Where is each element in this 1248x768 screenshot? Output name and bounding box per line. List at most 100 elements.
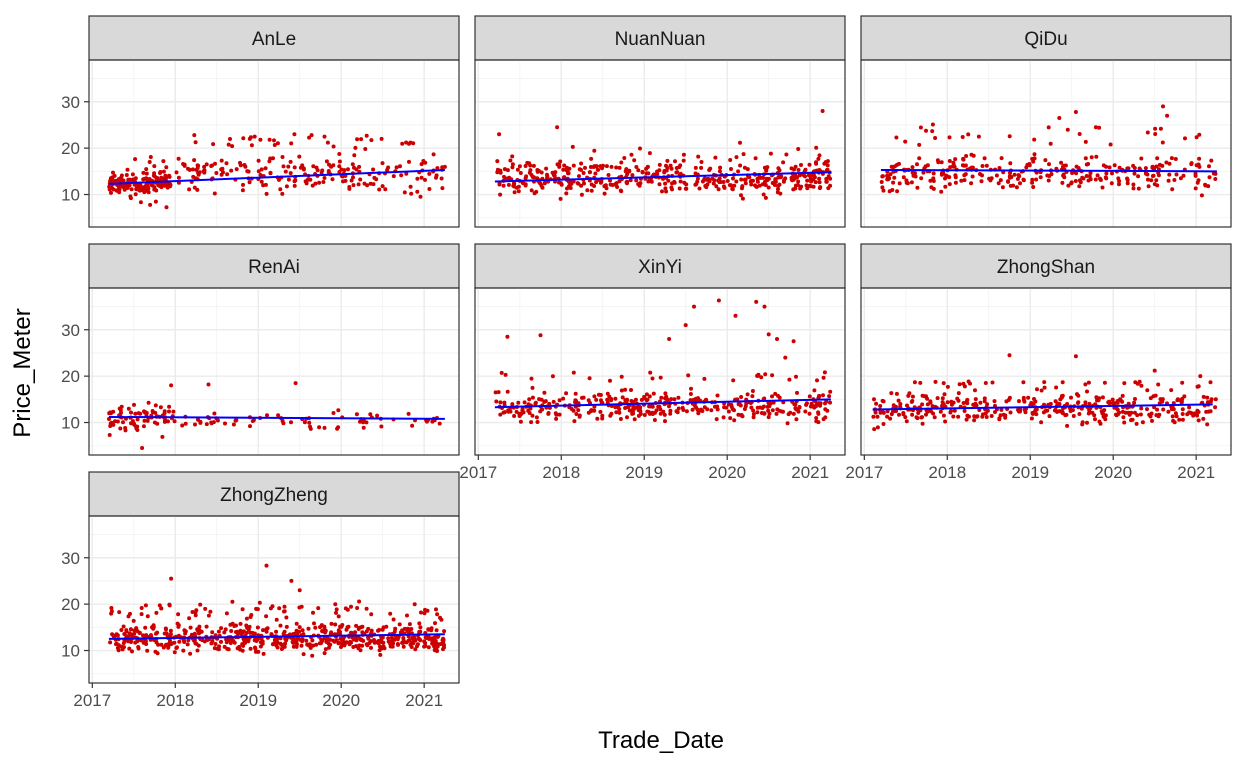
data-point: [567, 166, 572, 171]
data-point: [210, 163, 214, 168]
data-point: [1204, 409, 1209, 414]
data-point: [123, 426, 128, 430]
data-point: [608, 182, 613, 187]
data-point: [770, 373, 775, 378]
data-point: [583, 165, 587, 170]
data-point: [529, 420, 534, 425]
data-point: [1007, 134, 1012, 139]
data-point: [152, 174, 157, 179]
data-point: [579, 161, 584, 166]
data-point: [732, 183, 737, 188]
y-tick-label: 30: [61, 321, 80, 340]
data-point: [413, 638, 418, 643]
data-point: [1183, 136, 1187, 141]
data-point: [304, 638, 309, 643]
data-point: [955, 396, 960, 401]
data-point: [1117, 410, 1122, 415]
data-point: [557, 412, 562, 417]
data-point: [985, 408, 990, 413]
data-point: [823, 407, 828, 412]
data-point: [965, 401, 970, 406]
data-point: [334, 607, 339, 612]
data-point: [574, 412, 579, 416]
data-point: [888, 416, 893, 421]
data-point: [731, 378, 736, 383]
data-point: [588, 165, 593, 169]
data-point: [141, 424, 146, 429]
data-point: [918, 380, 923, 385]
data-point: [519, 411, 524, 416]
data-point: [415, 189, 420, 194]
data-point: [1065, 423, 1070, 428]
data-point: [347, 186, 352, 191]
data-point: [609, 164, 614, 169]
data-point: [571, 370, 576, 375]
data-point: [654, 408, 659, 413]
data-point: [148, 634, 153, 639]
data-point: [242, 163, 247, 167]
facet-strip: [474, 15, 846, 61]
data-point: [371, 182, 376, 187]
x-tick-label: 2020: [708, 463, 746, 482]
data-point: [1112, 163, 1117, 168]
data-point: [528, 163, 533, 168]
data-point: [963, 163, 968, 168]
data-point: [1008, 410, 1013, 415]
data-point: [530, 395, 535, 400]
data-point: [778, 191, 783, 196]
data-point: [1032, 152, 1037, 157]
data-point: [1114, 406, 1119, 411]
data-point: [1094, 395, 1099, 400]
trend-line: [108, 633, 445, 640]
data-point: [130, 649, 134, 654]
data-point: [1009, 175, 1014, 179]
data-point: [938, 409, 943, 414]
y-tick-label: 30: [61, 549, 80, 568]
data-point: [1065, 127, 1070, 132]
data-point: [662, 169, 667, 173]
data-point: [798, 186, 803, 191]
data-point: [284, 624, 289, 629]
data-point: [1047, 162, 1051, 167]
data-point: [1098, 176, 1102, 181]
data-point: [721, 415, 726, 420]
data-point: [1097, 125, 1102, 130]
data-point: [188, 625, 193, 630]
data-point: [121, 178, 126, 183]
data-point: [353, 145, 358, 150]
data-point: [962, 384, 967, 389]
data-point: [407, 159, 411, 164]
data-point: [434, 173, 439, 178]
data-point: [161, 159, 166, 164]
data-point: [796, 147, 801, 151]
data-point: [821, 393, 825, 398]
data-point: [738, 163, 743, 168]
data-point: [118, 426, 123, 431]
data-point: [1122, 381, 1127, 386]
data-point: [386, 636, 391, 641]
data-point: [111, 187, 116, 192]
data-point: [317, 180, 322, 185]
data-point: [376, 628, 380, 633]
data-point: [322, 176, 327, 180]
data-point: [176, 623, 181, 628]
data-point: [200, 638, 205, 643]
data-point: [433, 621, 437, 626]
data-point: [940, 400, 945, 405]
data-point: [1060, 380, 1065, 385]
data-point: [355, 137, 360, 142]
data-point: [728, 416, 733, 421]
data-point: [594, 180, 599, 185]
data-point: [176, 612, 181, 617]
data-point: [644, 392, 649, 397]
data-point: [289, 420, 293, 425]
data-point: [625, 172, 630, 177]
data-point: [1140, 420, 1145, 425]
data-point: [795, 183, 800, 187]
data-point: [532, 191, 537, 196]
data-point: [722, 405, 727, 410]
data-point: [364, 606, 369, 611]
data-point: [317, 425, 322, 430]
x-tick-label: 2017: [845, 463, 883, 482]
data-point: [824, 179, 829, 184]
